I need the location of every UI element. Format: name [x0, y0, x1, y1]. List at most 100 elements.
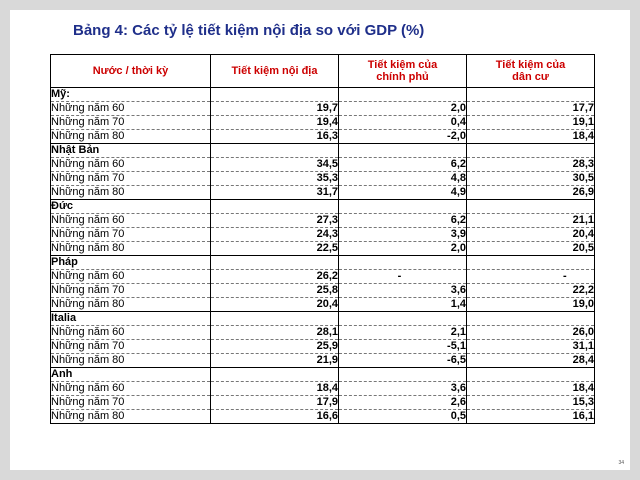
- government-savings-cell: 6,2: [338, 213, 467, 228]
- domestic-savings-cell: 18,4: [210, 381, 339, 396]
- country-name: Đức: [50, 199, 211, 214]
- page-title: Bảng 4: Các tỷ lệ tiết kiệm nội địa so v…: [73, 22, 425, 39]
- table-row: Những năm 60 27,3 6,2 21,1: [50, 213, 595, 228]
- period-cell: Những năm 70: [50, 283, 211, 298]
- government-savings-cell: 2,6: [338, 395, 467, 410]
- domestic-savings-cell: 26,2: [210, 269, 339, 284]
- domestic-savings-cell: 28,1: [210, 325, 339, 340]
- table-row: Những năm 70 24,3 3,9 20,4: [50, 227, 595, 242]
- table-row: Những năm 60 18,4 3,6 18,4: [50, 381, 595, 396]
- domestic-savings-cell: 19,4: [210, 115, 339, 130]
- period-cell: Những năm 60: [50, 213, 211, 228]
- empty-cell: [338, 255, 467, 270]
- table-row: Những năm 60 34,5 6,2 28,3: [50, 157, 595, 172]
- domestic-savings-cell: 22,5: [210, 241, 339, 256]
- header-country-period: Nước / thời kỳ: [50, 54, 211, 88]
- country-name: Nhật Bản: [50, 143, 211, 158]
- table-row: Những năm 80 16,6 0,5 16,1: [50, 409, 595, 424]
- government-savings-cell: 3,9: [338, 227, 467, 242]
- household-savings-cell: 21,1: [466, 213, 595, 228]
- table-row: Những năm 60 26,2- -: [50, 269, 595, 284]
- table-row: Những năm 70 35,3 4,8 30,5: [50, 171, 595, 186]
- government-savings-cell: 0,4: [338, 115, 467, 130]
- table-row: Những năm 70 25,8 3,6 22,2: [50, 283, 595, 298]
- period-cell: Những năm 70: [50, 115, 211, 130]
- domestic-savings-cell: 31,7: [210, 185, 339, 200]
- empty-cell: [338, 367, 467, 382]
- household-savings-cell: 18,4: [466, 129, 595, 144]
- country-row: Mỹ:: [50, 87, 595, 102]
- header-household-savings: Tiết kiệm của dân cư: [466, 54, 595, 88]
- country-row: Nhật Bản: [50, 143, 595, 158]
- period-cell: Những năm 70: [50, 395, 211, 410]
- header-row: Nước / thời kỳ Tiết kiệm nội địa Tiết ki…: [50, 54, 595, 88]
- domestic-savings-cell: 24,3: [210, 227, 339, 242]
- table-row: Những năm 80 21,9 -6,5 28,4: [50, 353, 595, 368]
- empty-cell: [466, 87, 595, 102]
- government-savings-cell: 2,0: [338, 241, 467, 256]
- government-savings-cell: -5,1: [338, 339, 467, 354]
- government-savings-cell: 1,4: [338, 297, 467, 312]
- period-cell: Những năm 80: [50, 185, 211, 200]
- domestic-savings-cell: 16,6: [210, 409, 339, 424]
- domestic-savings-cell: 16,3: [210, 129, 339, 144]
- government-savings-cell: -6,5: [338, 353, 467, 368]
- government-savings-cell: 3,6: [338, 283, 467, 298]
- period-cell: Những năm 60: [50, 325, 211, 340]
- period-cell: Những năm 60: [50, 101, 211, 116]
- domestic-savings-cell: 19,7: [210, 101, 339, 116]
- empty-cell: [338, 311, 467, 326]
- period-cell: Những năm 70: [50, 171, 211, 186]
- period-cell: Những năm 60: [50, 157, 211, 172]
- empty-cell: [210, 255, 339, 270]
- domestic-savings-cell: 25,8: [210, 283, 339, 298]
- period-cell: Những năm 80: [50, 129, 211, 144]
- savings-table: Nước / thời kỳ Tiết kiệm nội địa Tiết ki…: [50, 54, 595, 424]
- empty-cell: [338, 143, 467, 158]
- government-savings-cell: 2,1: [338, 325, 467, 340]
- household-savings-cell: 17,7: [466, 101, 595, 116]
- government-savings-cell: -2,0: [338, 129, 467, 144]
- government-savings-cell: 4,9: [338, 185, 467, 200]
- domestic-savings-cell: 17,9: [210, 395, 339, 410]
- table-row: Những năm 80 16,3 -2,0 18,4: [50, 129, 595, 144]
- empty-cell: [466, 255, 595, 270]
- header-domestic-savings: Tiết kiệm nội địa: [210, 54, 339, 88]
- country-name: Anh: [50, 367, 211, 382]
- country-row: Italia: [50, 311, 595, 326]
- empty-cell: [466, 199, 595, 214]
- period-cell: Những năm 70: [50, 339, 211, 354]
- period-cell: Những năm 60: [50, 269, 211, 284]
- table-row: Những năm 70 19,4 0,4 19,1: [50, 115, 595, 130]
- empty-cell: [210, 367, 339, 382]
- domestic-savings-cell: 34,5: [210, 157, 339, 172]
- household-savings-cell: 18,4: [466, 381, 595, 396]
- period-cell: Những năm 80: [50, 241, 211, 256]
- table-row: Những năm 70 25,9 -5,1 31,1: [50, 339, 595, 354]
- government-savings-cell: 4,8: [338, 171, 467, 186]
- government-savings-cell: 6,2: [338, 157, 467, 172]
- empty-cell: [338, 199, 467, 214]
- table-row: Những năm 60 28,1 2,1 26,0: [50, 325, 595, 340]
- country-name: Pháp: [50, 255, 211, 270]
- government-savings-cell: 3,6: [338, 381, 467, 396]
- period-cell: Những năm 80: [50, 353, 211, 368]
- period-cell: Những năm 70: [50, 227, 211, 242]
- household-savings-cell: 20,4: [466, 227, 595, 242]
- period-cell: Những năm 80: [50, 297, 211, 312]
- household-savings-cell: 19,0: [466, 297, 595, 312]
- country-row: Pháp: [50, 255, 595, 270]
- header-government-savings: Tiết kiệm của chính phủ: [338, 54, 467, 88]
- household-savings-cell: 20,5: [466, 241, 595, 256]
- table-row: Những năm 70 17,9 2,6 15,3: [50, 395, 595, 410]
- government-savings-cell: 0,5: [338, 409, 467, 424]
- domestic-savings-cell: 20,4: [210, 297, 339, 312]
- table-row: Những năm 60 19,7 2,0 17,7: [50, 101, 595, 116]
- table-row: Những năm 80 22,5 2,0 20,5: [50, 241, 595, 256]
- household-savings-cell: 22,2: [466, 283, 595, 298]
- household-savings-cell: 26,9: [466, 185, 595, 200]
- empty-cell: [338, 87, 467, 102]
- household-savings-cell: -: [466, 269, 595, 284]
- household-savings-cell: 30,5: [466, 171, 595, 186]
- household-savings-cell: 28,4: [466, 353, 595, 368]
